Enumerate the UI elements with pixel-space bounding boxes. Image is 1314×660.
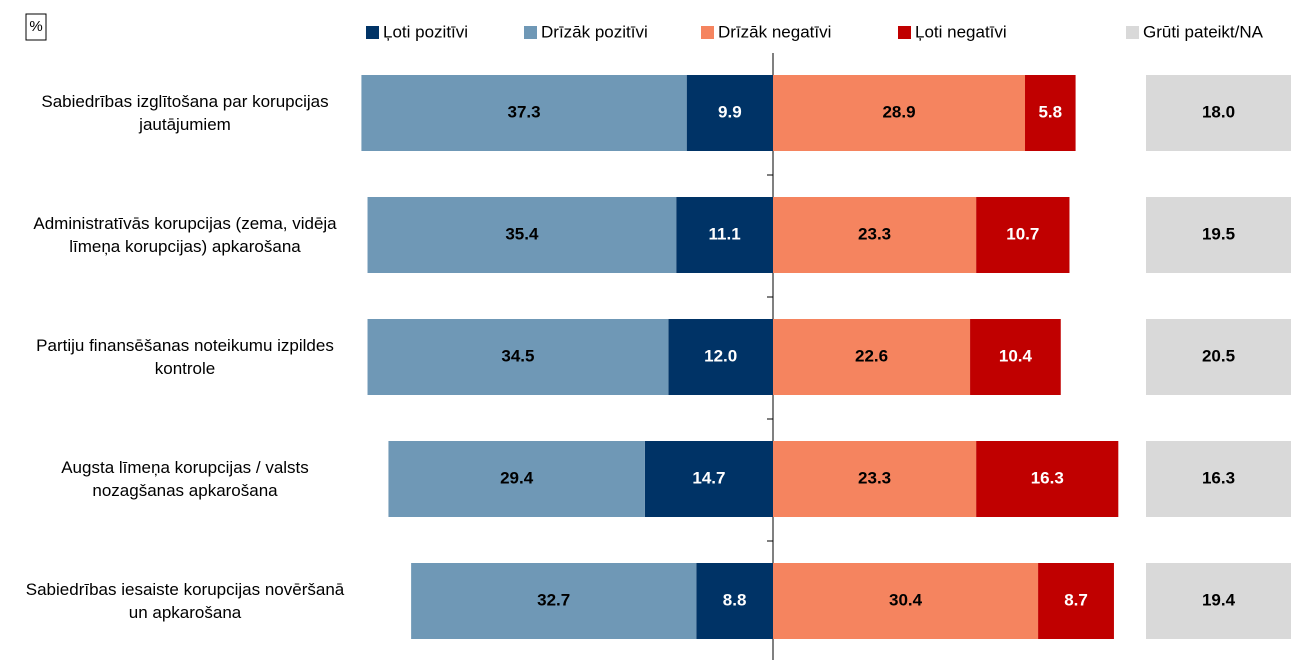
- value-label: 19.4: [1202, 590, 1236, 609]
- legend-swatch: [1126, 26, 1139, 39]
- bar: [773, 197, 977, 273]
- legend-swatch: [366, 26, 379, 39]
- category-label: Sabiedrības izglītošana par korupcijas j…: [41, 92, 329, 134]
- bar: [1146, 197, 1291, 273]
- bar: [773, 563, 1039, 639]
- bar: [773, 319, 971, 395]
- value-label: 16.3: [1031, 468, 1064, 487]
- category-label: Sabiedrības iesaiste korupcijas novēršan…: [25, 580, 345, 622]
- value-label: 37.3: [507, 102, 540, 121]
- value-label: 22.6: [855, 346, 888, 365]
- bar: [976, 441, 1119, 517]
- legend-label: Ļoti pozitīvi: [383, 22, 468, 41]
- bar: [1038, 563, 1114, 639]
- category-label: Partiju finansēšanas noteikumu izpildes …: [36, 336, 334, 378]
- value-label: 35.4: [505, 224, 539, 243]
- bar: [668, 319, 773, 395]
- bar: [1146, 319, 1291, 395]
- value-label: 18.0: [1202, 102, 1235, 121]
- value-label: 29.4: [500, 468, 534, 487]
- unit-box: [25, 13, 47, 41]
- bar: [970, 319, 1061, 395]
- bar: [367, 197, 677, 273]
- value-label: 34.5: [501, 346, 534, 365]
- value-label: 19.5: [1202, 224, 1235, 243]
- value-label: 20.5: [1202, 346, 1235, 365]
- legend-label: Drīzāk negatīvi: [718, 22, 831, 41]
- unit-label: %: [29, 18, 42, 35]
- bar: [773, 75, 1026, 151]
- value-label: 32.7: [537, 590, 570, 609]
- value-label: 9.9: [718, 102, 742, 121]
- bar: [644, 441, 773, 517]
- legend-swatch: [524, 26, 537, 39]
- value-label: 14.7: [692, 468, 725, 487]
- bar: [361, 75, 687, 151]
- bar: [367, 319, 669, 395]
- value-label: 11.1: [709, 224, 741, 243]
- legend-label: Grūti pateikt/NA: [1143, 22, 1264, 41]
- bar: [1025, 75, 1076, 151]
- bar: [976, 197, 1070, 273]
- value-label: 5.8: [1038, 102, 1062, 121]
- bar: [1146, 563, 1291, 639]
- bar: [696, 563, 773, 639]
- value-label: 16.3: [1202, 468, 1235, 487]
- bar: [686, 75, 773, 151]
- category-label: Administratīvās korupcijas (zema, vidēja…: [33, 214, 337, 256]
- value-label: 10.4: [999, 346, 1033, 365]
- value-label: 8.8: [723, 590, 747, 609]
- legend-swatch: [701, 26, 714, 39]
- bar: [388, 441, 645, 517]
- value-label: 23.3: [858, 468, 891, 487]
- value-label: 12.0: [704, 346, 737, 365]
- value-label: 28.9: [882, 102, 915, 121]
- legend-swatch: [898, 26, 911, 39]
- legend-label: Drīzāk pozitīvi: [541, 22, 648, 41]
- bar: [676, 197, 773, 273]
- bar: [773, 441, 977, 517]
- bar: [1146, 441, 1291, 517]
- value-label: 30.4: [889, 590, 923, 609]
- bar: [411, 563, 697, 639]
- value-label: 23.3: [858, 224, 891, 243]
- value-label: 10.7: [1006, 224, 1039, 243]
- category-label: Augsta līmeņa korupcijas / valsts nozagš…: [61, 458, 309, 500]
- bar: [1146, 75, 1291, 151]
- value-label: 8.7: [1064, 590, 1088, 609]
- legend-label: Ļoti negatīvi: [915, 22, 1007, 41]
